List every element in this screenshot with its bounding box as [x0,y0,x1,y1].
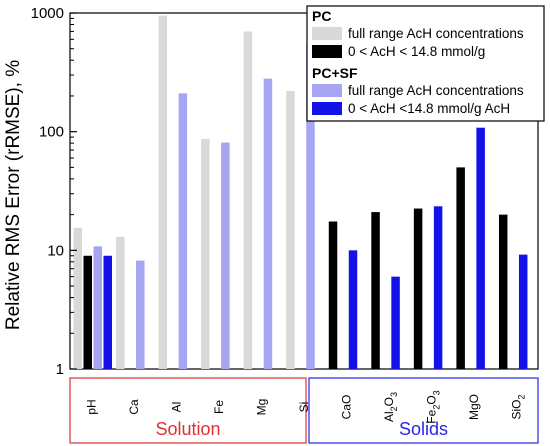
legend-label: full range AcH concentrations [348,83,524,98]
bar [116,236,125,369]
bar [518,254,528,369]
x-tick-label: MgO [467,394,481,420]
y-axis-label: Relative RMS Error (rRMSE), % [3,60,24,330]
bar [286,91,295,370]
bar [73,227,82,369]
bar [178,93,188,369]
x-tick-label: Fe [212,400,226,414]
solution-group-label: Solution [155,419,220,439]
bar [103,255,112,369]
legend-swatch [312,27,342,40]
bar [328,221,338,369]
bar [348,250,358,369]
bar [498,214,508,369]
bar [371,212,380,369]
x-tick-label: Si [297,402,311,413]
y-tick-label: 1 [56,361,64,378]
solids-group-box [308,377,539,444]
x-tick-label: Ca [127,399,141,415]
legend-swatch [312,84,342,97]
x-tick-label: SiO2 [510,394,527,419]
solution-group-box [69,377,307,444]
legend-group-title: PC [312,8,331,24]
bar [221,142,230,369]
solids-group-label: Solids [399,419,448,439]
y-tick-label: 1000 [31,5,64,22]
bar [243,31,253,369]
bar [263,78,273,369]
bar [201,138,210,369]
bar [83,255,92,369]
plot-area-frame [69,12,539,370]
x-tick-label: CaO [340,395,354,420]
legend-group-title: PC+SF [312,65,358,81]
x-tick-label: Fe2O3 [425,390,442,423]
bar [93,246,102,369]
legend-swatch [312,45,342,58]
bar [433,206,443,369]
bar [306,43,315,369]
legend-label: full range AcH concentrations [348,26,524,41]
bar [456,167,465,369]
bar [476,127,485,369]
bar [158,15,168,370]
legend-label: 0 < AcH < 14.8 mmol/g [348,44,485,59]
x-tick-label: Al2O3 [382,392,399,422]
x-tick-label: Mg [254,399,268,416]
legend-box [306,5,545,122]
y-tick-label: 10 [47,242,64,259]
bar [136,260,145,369]
x-tick-label: pH [84,399,98,414]
x-tick-label: Al [169,402,183,413]
bar [391,276,400,369]
legend-label: 0 < AcH <14.8 mmol/g AcH [348,101,510,116]
y-tick-label: 100 [39,124,64,141]
bar [413,208,423,369]
legend-swatch [312,102,342,115]
